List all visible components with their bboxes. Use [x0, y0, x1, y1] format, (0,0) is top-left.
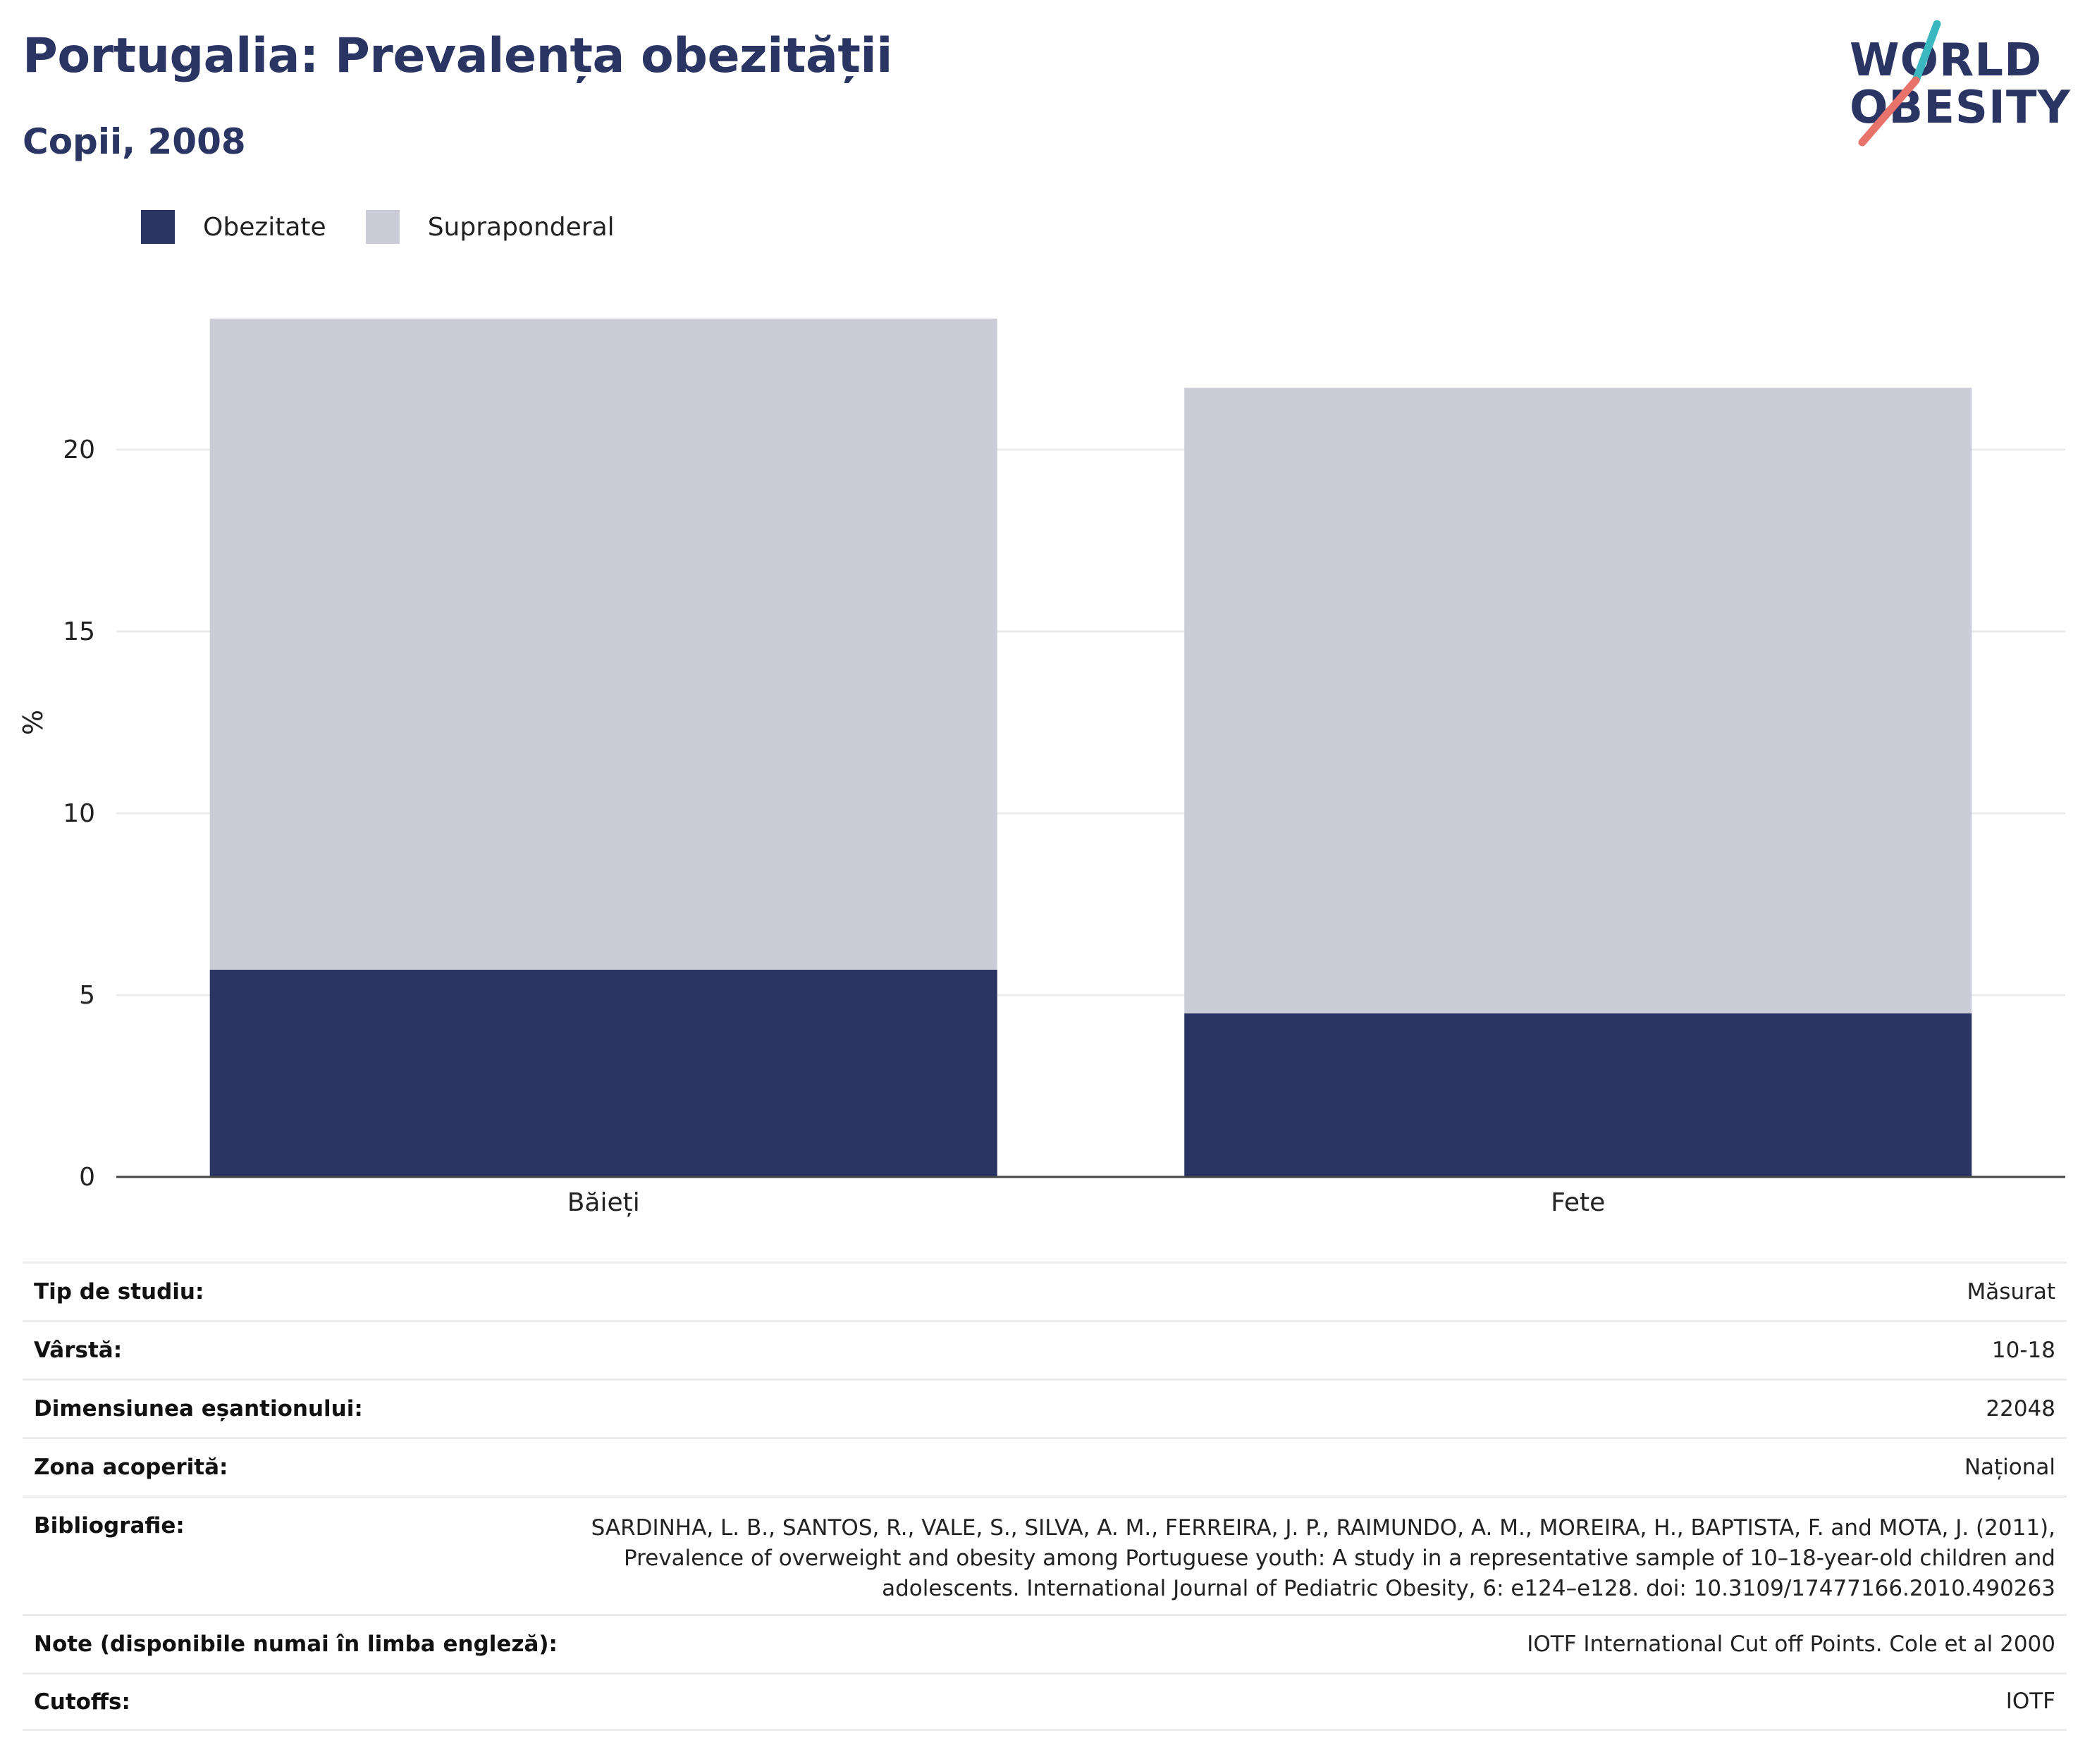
y-tick-label-20: 20 [63, 436, 95, 464]
y-tick-label-10: 10 [63, 799, 95, 828]
bar-supraponderal-1 [1184, 388, 1972, 1013]
age-value: 10-18 [1991, 1337, 2055, 1363]
x-tick-label-1: Fete [1551, 1188, 1605, 1217]
logo-text-line2: OBESITY [1850, 82, 2071, 134]
sample-size-label: Dimensiunea eșantionului: [34, 1396, 363, 1421]
notes-label: Note (disponibile numai în limba engleză… [34, 1632, 558, 1657]
sample-size-value: 22048 [1986, 1395, 2055, 1421]
info-row-area: Zona acoperită: Național [23, 1437, 2067, 1495]
y-tick-label-15: 15 [63, 617, 95, 646]
age-label: Vârstă: [34, 1338, 123, 1363]
bar-obezitate-0 [209, 969, 997, 1177]
notes-value: IOTF International Cut off Points. Cole … [1527, 1631, 2055, 1657]
chart-legend: Obezitate Supraponderal [141, 210, 654, 244]
y-axis-title: % [18, 710, 49, 735]
legend-swatch-supraponderal [365, 210, 400, 244]
legend-swatch-obezitate [141, 210, 175, 244]
area-value: Național [1964, 1454, 2055, 1480]
study-type-value: Măsurat [1967, 1278, 2055, 1305]
y-tick-label-5: 5 [79, 981, 95, 1010]
bibliography-label: Bibliografie: [34, 1513, 185, 1538]
info-row-bibliography: Bibliografie: SARDINHA, L. B., SANTOS, R… [23, 1495, 2067, 1614]
bar-obezitate-1 [1184, 1013, 1972, 1177]
y-tick-label-0: 0 [79, 1163, 95, 1192]
logo-text-line1: WORLD [1850, 35, 2043, 87]
study-info-table: Tip de studiu: Măsurat Vârstă: 10-18 Dim… [23, 1262, 2067, 1731]
chart-subtitle: Copii, 2008 [23, 121, 246, 162]
info-row-age: Vârstă: 10-18 [23, 1320, 2067, 1378]
legend-item-obezitate[interactable]: Obezitate [141, 210, 326, 244]
logo-slash-icon [1858, 20, 1941, 147]
chart-title: Portugalia: Prevalența obezității [23, 28, 892, 84]
world-obesity-logo: WORLD OBESITY [1840, 18, 2072, 152]
info-row-study-type: Tip de studiu: Măsurat [23, 1262, 2067, 1320]
legend-label-obezitate: Obezitate [203, 212, 326, 242]
area-label: Zona acoperită: [34, 1455, 228, 1480]
x-tick-label-0: Băieți [567, 1188, 640, 1217]
info-row-sample-size: Dimensiunea eșantionului: 22048 [23, 1378, 2067, 1437]
bibliography-value: SARDINHA, L. B., SANTOS, R., VALE, S., S… [591, 1515, 2055, 1601]
legend-item-supraponderal[interactable]: Supraponderal [365, 210, 615, 244]
cutoffs-label: Cutoffs: [34, 1689, 130, 1715]
info-row-cutoffs: Cutoffs: IOTF [23, 1672, 2067, 1731]
legend-label-supraponderal: Supraponderal [427, 212, 615, 242]
cutoffs-value: IOTF [2005, 1689, 2055, 1714]
bar-supraponderal-0 [209, 319, 997, 970]
study-type-label: Tip de studiu: [34, 1279, 204, 1305]
stacked-bar-chart: 0 5 10 15 20% Băieți Fete [18, 319, 2065, 1217]
info-row-notes: Note (disponibile numai în limba engleză… [23, 1614, 2067, 1672]
